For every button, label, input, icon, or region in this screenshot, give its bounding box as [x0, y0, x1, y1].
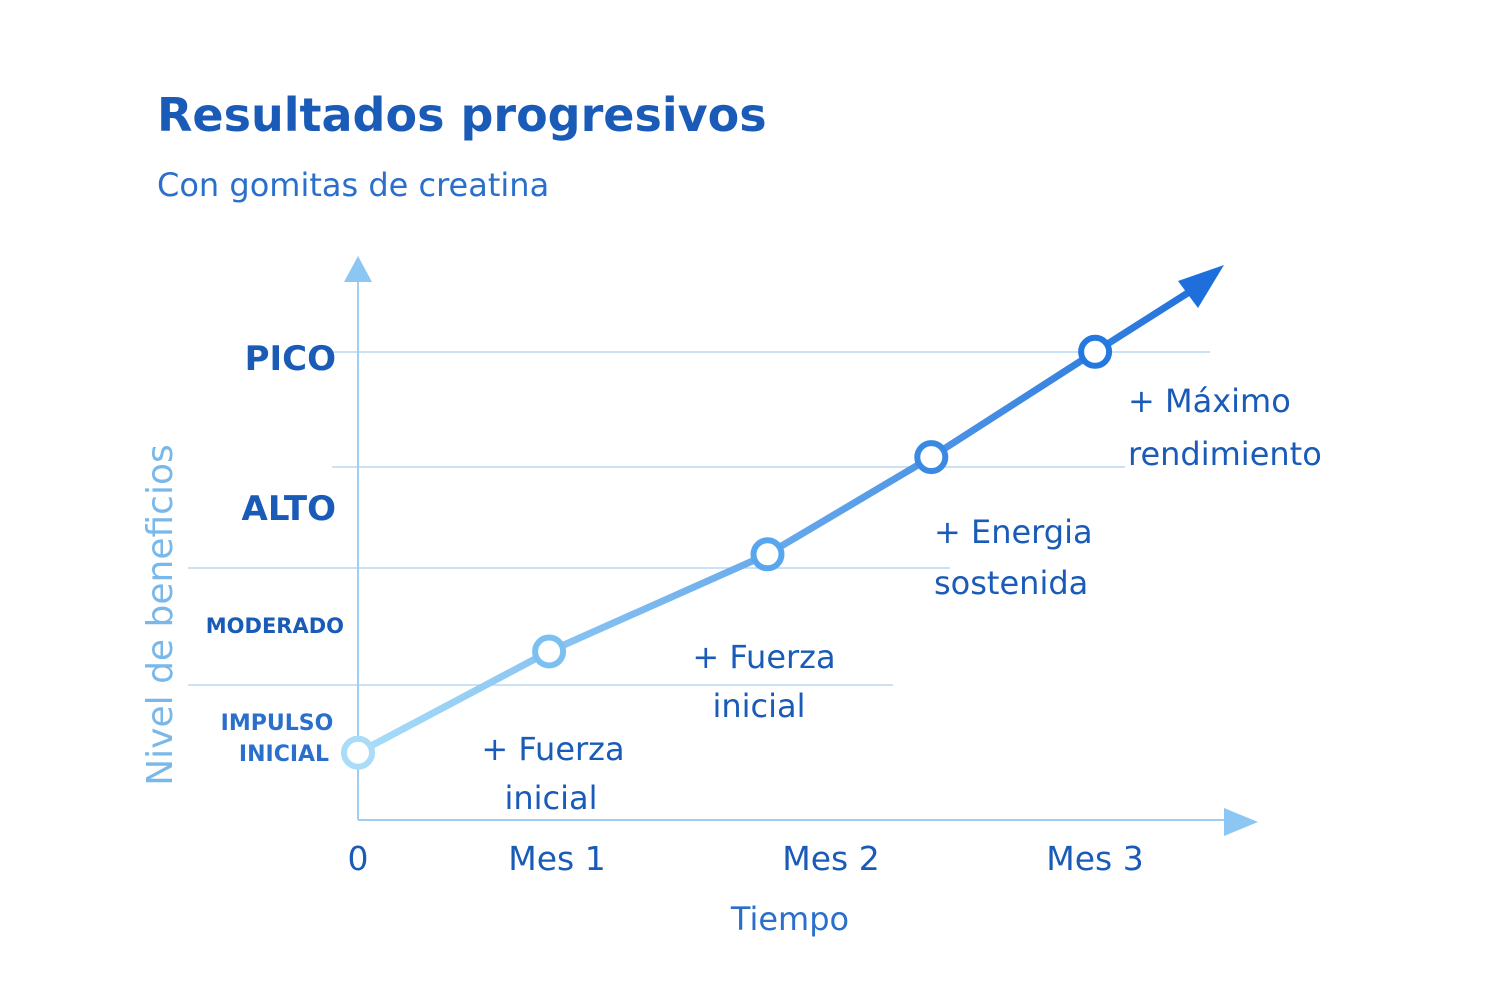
x-axis-arrow-icon — [1224, 808, 1258, 836]
x-tick-label: Mes 3 — [1046, 839, 1143, 878]
y-axis-arrow-icon — [344, 256, 372, 282]
annotation-label: + Máximo — [1128, 382, 1291, 420]
annotation-label: sostenida — [934, 564, 1088, 602]
annotation-label: inicial — [504, 779, 597, 817]
x-tick-label: 0 — [348, 839, 369, 878]
data-point — [750, 537, 785, 572]
data-point — [914, 440, 949, 475]
x-tick-label: Mes 1 — [508, 839, 605, 878]
annotation-label: rendimiento — [1128, 435, 1322, 473]
x-tick-label: Mes 2 — [782, 839, 879, 878]
y-level-label: IMPULSO — [221, 711, 334, 736]
annotation-label: + Fuerza — [481, 730, 624, 768]
x-axis-title: Tiempo — [730, 900, 849, 938]
series-arrow-icon — [1178, 265, 1224, 308]
y-level-label: ALTO — [242, 489, 336, 529]
annotation-label: + Fuerza — [692, 638, 835, 676]
y-axis-title: Nivel de beneficios — [140, 444, 181, 786]
chart-title: Resultados progresivos — [157, 88, 767, 142]
annotation-label: inicial — [712, 687, 805, 725]
annotation-label: + Energia — [934, 513, 1093, 551]
series-line — [354, 285, 1198, 757]
y-level-label: PICO — [245, 339, 336, 379]
data-point — [1078, 334, 1113, 369]
y-level-label: MODERADO — [206, 614, 344, 638]
y-level-label: INICIAL — [239, 742, 329, 767]
data-point — [341, 735, 375, 770]
chart-subtitle: Con gomitas de creatina — [157, 166, 550, 204]
data-point — [532, 634, 567, 669]
